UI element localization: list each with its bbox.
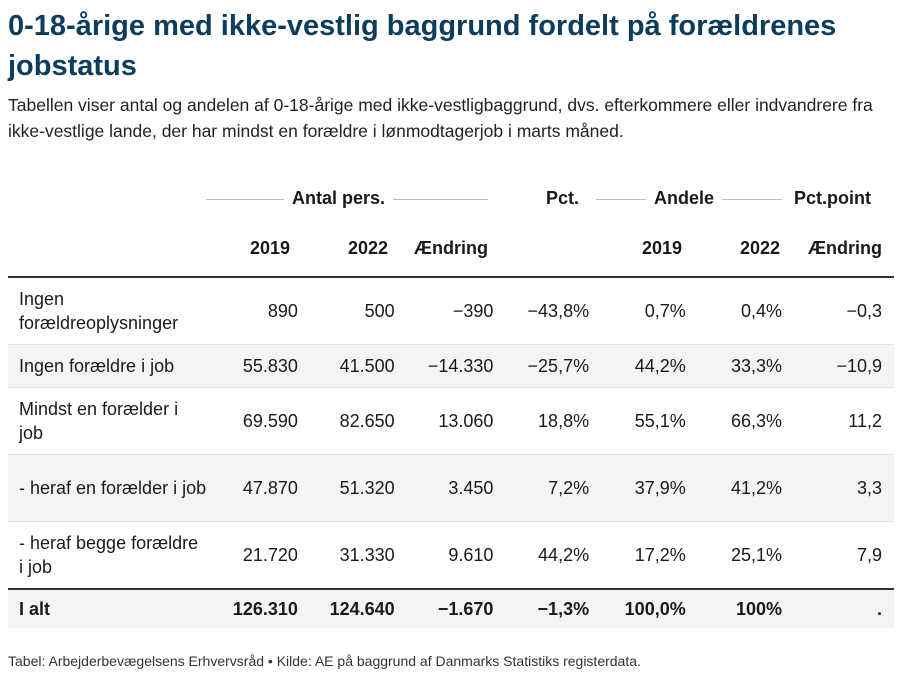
cell-value: −14.330 (394, 344, 494, 388)
total-value: 100% (685, 588, 782, 628)
total-row: I alt 126.310 124.640 −1.670 −1,3% 100,0% 100%… (8, 588, 894, 628)
cell-value: 82.650 (297, 387, 395, 455)
cell-value: −10,9 (782, 344, 894, 388)
cell-value: 9.610 (394, 521, 494, 590)
total-value: . (782, 588, 894, 628)
cell-value: −390 (394, 278, 494, 345)
col-header-2022-andele: 2022 (739, 238, 780, 258)
cell-value: 500 (297, 278, 395, 345)
col-header-aendring-pctpoint: Ændring (808, 238, 882, 258)
cell-value: 7,9 (782, 521, 894, 590)
cell-value: 55,1% (589, 387, 686, 455)
cell-value: 37,9% (589, 454, 686, 522)
cell-value: 21.720 (206, 521, 298, 590)
total-label: I alt (8, 588, 207, 628)
cell-value: 44,2% (493, 521, 590, 590)
cell-value: 47.870 (206, 454, 298, 522)
table-body: Ingen forældreoplysninger 890 500 −390 −43,8… (8, 278, 894, 628)
cell-value: 3.450 (394, 454, 494, 522)
row-label: - heraf en forælder i job (8, 454, 207, 522)
group-header-pctpoint: Pct.point (786, 186, 879, 210)
cell-value: 31.330 (297, 521, 395, 590)
total-value: −1.670 (394, 588, 494, 628)
cell-value: 51.320 (297, 454, 395, 522)
source-footer: Tabel: Arbejderbevægelsens Erhvervsråd •… (8, 653, 641, 669)
cell-value: 890 (206, 278, 298, 345)
total-value: 126.310 (206, 588, 298, 628)
cell-value: 66,3% (685, 387, 782, 455)
cell-value: 17,2% (589, 521, 686, 590)
row-label: Mindst en forælder i job (8, 387, 207, 455)
cell-value: −25,7% (493, 344, 590, 388)
table-row: Ingen forældre i job 55.830 41.500 −14.330−… (8, 344, 894, 388)
cell-value: 44,2% (589, 344, 686, 388)
cell-value: 41,2% (685, 454, 782, 522)
page-title: 0-18-årige med ikke-vestlig baggrund for… (8, 10, 837, 82)
cell-value: 7,2% (493, 454, 590, 522)
cell-value: 0,4% (685, 278, 782, 345)
cell-value: 25,1% (685, 521, 782, 590)
table-row: - heraf en forælder i job 47.870 51.320 3.4… (8, 454, 894, 522)
cell-value: 11,2 (782, 387, 894, 455)
total-value: 124.640 (297, 588, 395, 628)
row-label: - heraf begge forældre i job (8, 521, 207, 590)
col-header-aendring-antal: Ændring (414, 238, 488, 258)
cell-value: 3,3 (782, 454, 894, 522)
table-row: - heraf begge forældre i job 21.720 31.330… (8, 521, 894, 590)
table-row: Mindst en forælder i job 69.590 82.650 13.0… (8, 387, 894, 455)
col-header-2019-andele: 2019 (641, 238, 682, 258)
col-header-2019-antal: 2019 (249, 238, 290, 258)
cell-value: 33,3% (685, 344, 782, 388)
cell-value: −0,3 (782, 278, 894, 345)
cell-value: 18,8% (493, 387, 590, 455)
cell-value: 13.060 (394, 387, 494, 455)
cell-value: 55.830 (206, 344, 298, 388)
total-value: −1,3% (493, 588, 590, 628)
table-row: Ingen forældreoplysninger 890 500 −390 −43,8… (8, 278, 894, 345)
cell-value: 41.500 (297, 344, 395, 388)
col-header-2022-antal: 2022 (347, 238, 388, 258)
data-table: Ingen forældreoplysninger 890 500 −390 −43,8… (8, 276, 894, 628)
group-header-andele: Andele (646, 186, 723, 210)
group-header-pct: Pct. (538, 186, 588, 210)
cell-value: 0,7% (589, 278, 686, 345)
row-label: Ingen forældreoplysninger (8, 278, 207, 345)
group-header-antal: Antal pers. (284, 186, 394, 210)
table-description: Tabellen viser antal og andelen af 0-18-… (8, 95, 873, 141)
cell-value: −43,8% (493, 278, 590, 345)
total-value: 100,0% (589, 588, 686, 628)
row-label: Ingen forældre i job (8, 344, 207, 388)
cell-value: 69.590 (206, 387, 298, 455)
